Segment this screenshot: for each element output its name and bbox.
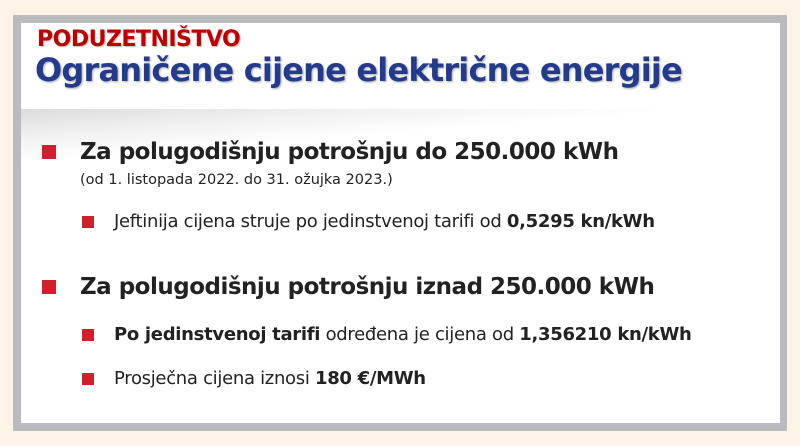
bullet-2-sub-1: Po jedinstvenoj tarifi određena je cijen… <box>82 324 692 345</box>
header-gradient-band <box>21 109 780 169</box>
bullet-square-icon <box>82 328 94 341</box>
bullet-2-sub-2: Prosječna cijena iznosi 180 €/MWh <box>82 368 426 389</box>
sub-text-bold: 180 €/MWh <box>314 368 426 389</box>
sub-text: Po jedinstvenoj tarifi određena je cijen… <box>114 324 692 345</box>
slide-frame: PODUZETNIŠTVO Ograničene cijene električ… <box>13 15 787 431</box>
bullet-1-note: (od 1. listopada 2022. do 31. ožujka 202… <box>80 172 393 188</box>
sub-text-bold-lead: Po jedinstvenoj tarifi <box>114 324 321 345</box>
sub-text-plain: Prosječna cijena iznosi <box>114 368 315 389</box>
sub-text-plain: Jeftinija cijena struje po jedinstvenoj … <box>114 211 507 232</box>
bullet-1-sub-1: Jeftinija cijena struje po jedinstvenoj … <box>82 211 655 232</box>
bullet-square-icon <box>42 280 56 294</box>
bullet-square-icon <box>82 372 94 385</box>
sub-text: Jeftinija cijena struje po jedinstvenoj … <box>114 211 655 232</box>
bullet-2-text: Za polugodišnju potrošnju iznad 250.000 … <box>80 274 655 300</box>
sub-text: Prosječna cijena iznosi 180 €/MWh <box>114 368 426 389</box>
slide-kicker: PODUZETNIŠTVO <box>37 27 241 52</box>
bullet-1: Za polugodišnju potrošnju do 250.000 kWh <box>42 139 619 165</box>
bullet-2: Za polugodišnju potrošnju iznad 250.000 … <box>42 274 655 300</box>
sub-text-bold: 0,5295 kn/kWh <box>506 211 655 232</box>
slide: PODUZETNIŠTVO Ograničene cijene električ… <box>21 23 780 423</box>
slide-title: Ograničene cijene električne energije <box>35 51 683 89</box>
bullet-square-icon <box>42 145 56 159</box>
sub-text-bold: 1,356210 kn/kWh <box>519 324 692 345</box>
bullet-1-text: Za polugodišnju potrošnju do 250.000 kWh <box>80 139 619 165</box>
sub-text-plain: određena je cijena od <box>320 324 520 345</box>
bullet-square-icon <box>82 215 94 228</box>
